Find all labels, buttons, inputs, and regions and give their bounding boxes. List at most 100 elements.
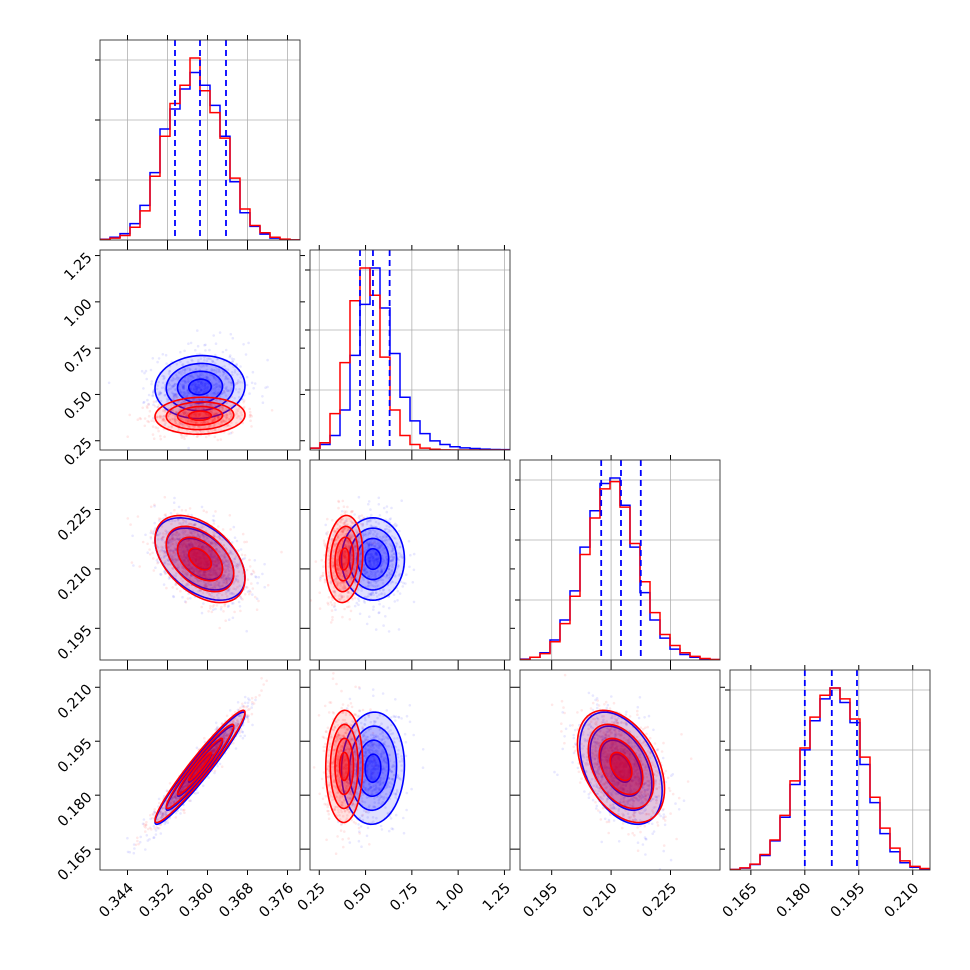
contour-red-3-0-0	[187, 751, 213, 782]
panel-2-2	[515, 455, 721, 665]
x-tick-label-1-0: 0.25	[295, 880, 329, 914]
contour-blue-3-2-1	[599, 739, 643, 798]
density-fill-blue-3-1-1	[357, 740, 389, 797]
x-tick-label-0-0: 0.344	[96, 880, 137, 921]
density-fill-red-2-1-1	[335, 537, 354, 581]
density-fill-blue-2-0-2	[166, 528, 234, 590]
x-tick-label-3-3: 0.210	[882, 880, 923, 921]
density-fill-red-3-2-1	[599, 738, 643, 795]
contour-red-2-1-2	[329, 525, 359, 593]
contour-red-3-0-3	[154, 709, 246, 824]
panel-3-1	[305, 665, 515, 875]
contour-red-3-0-1	[176, 737, 224, 796]
contour-blue-3-0-1	[176, 739, 224, 798]
contour-red-1-0-0	[187, 410, 213, 422]
contour-blue-3-1-0	[364, 753, 382, 784]
density-fill-red-3-1-1	[335, 738, 354, 795]
panel-2-0	[95, 455, 305, 665]
x-tick-label-1-1: 0.50	[341, 880, 375, 914]
density-fill-blue-3-1-3	[341, 712, 405, 825]
contour-blue-2-1-0	[364, 547, 382, 571]
density-fill-red-3-2-0	[610, 752, 632, 781]
density-fill-red-3-0-2	[166, 724, 234, 809]
contour-blue-3-1-1	[356, 739, 390, 798]
panel-frame-1-1	[309, 249, 511, 451]
contour-red-3-1-1	[334, 737, 355, 796]
scatter-red-3-1	[312, 672, 377, 855]
y-tick-label-2-2: 0.225	[55, 504, 96, 545]
panel-frame-2-2	[519, 459, 721, 661]
contour-red-2-1-0	[338, 547, 350, 571]
x-tick-label-0-4: 0.376	[256, 880, 297, 921]
panel-frame-2-1	[309, 459, 511, 661]
panel-1-0	[95, 245, 305, 455]
histogram-red-3	[730, 687, 930, 870]
y-tick-label-1-3: 1.00	[62, 296, 96, 330]
density-fill-blue-1-0-1	[177, 371, 223, 403]
panel-3-2	[515, 665, 725, 875]
panel-0-0	[95, 35, 301, 245]
panel-2-1	[305, 455, 515, 665]
contour-blue-2-1-3	[340, 517, 406, 602]
x-tick-label-1-4: 1.25	[480, 880, 514, 914]
density-fill-blue-2-1-0	[365, 548, 381, 570]
contour-red-2-0-0	[187, 547, 213, 571]
panel-frame-0-0	[99, 39, 301, 241]
density-fill-red-3-1-0	[339, 752, 349, 781]
x-tick-label-1-2: 0.75	[387, 880, 421, 914]
y-tick-label-1-1: 0.50	[62, 389, 96, 423]
x-tick-label-0-1: 0.352	[136, 880, 177, 921]
y-tick-label-3-1: 0.180	[55, 790, 96, 831]
y-tick-label-1-4: 1.25	[62, 250, 96, 284]
density-fill-red-1-0-1	[177, 406, 223, 425]
density-fill-red-2-0-3	[155, 515, 245, 603]
density-fill-blue-2-1-1	[357, 538, 389, 580]
contour-red-2-1-1	[334, 536, 355, 582]
x-tick-label-3-0: 0.165	[720, 880, 761, 921]
panel-1-1	[305, 245, 511, 455]
contour-blue-3-2-2	[589, 725, 653, 812]
contour-red-3-2-3	[576, 709, 666, 824]
density-fill-blue-3-0-2	[166, 726, 234, 811]
x-tick-label-2-1: 0.210	[580, 880, 621, 921]
contour-red-3-1-0	[338, 751, 350, 782]
x-tick-label-2-2: 0.225	[639, 880, 680, 921]
contour-red-3-1-3	[324, 709, 364, 824]
density-fill-red-3-2-3	[577, 710, 665, 823]
density-fill-blue-1-0-3	[155, 355, 245, 419]
contour-red-2-0-2	[165, 525, 235, 593]
panel-frame-1-0	[99, 249, 301, 451]
density-fill-blue-3-0-0	[188, 754, 212, 783]
density-fill-blue-1-0-0	[188, 379, 212, 395]
histogram-blue-3	[730, 687, 930, 870]
x-tick-label-1-3: 1.00	[434, 880, 468, 914]
x-tick-label-3-1: 0.180	[774, 880, 815, 921]
density-fill-blue-3-2-2	[590, 726, 652, 811]
x-tick-label-0-2: 0.360	[176, 880, 217, 921]
contour-red-2-1-3	[324, 514, 364, 604]
y-tick-label-3-0: 0.165	[55, 843, 96, 884]
contour-blue-1-0-1	[176, 370, 224, 404]
y-tick-label-1-2: 0.75	[62, 342, 96, 376]
contour-red-2-0-1	[176, 536, 224, 582]
density-fill-red-3-2-2	[588, 724, 654, 809]
contour-red-2-0-3	[154, 514, 246, 604]
density-fill-red-2-1-0	[339, 548, 349, 570]
contour-red-1-0-3	[154, 396, 246, 436]
contour-blue-3-0-0	[187, 753, 213, 784]
panel-frame-3-0	[99, 669, 301, 871]
density-fill-blue-3-2-3	[579, 712, 663, 825]
density-fill-blue-3-2-1	[600, 740, 642, 797]
scatter-blue-1-0	[107, 329, 269, 450]
contour-red-3-0-2	[165, 723, 235, 810]
y-tick-label-2-1: 0.210	[55, 563, 96, 604]
contour-blue-1-0-2	[165, 362, 235, 412]
y-tick-label-3-2: 0.195	[55, 736, 96, 777]
density-fill-blue-2-0-3	[155, 517, 245, 601]
contour-red-3-1-2	[329, 723, 359, 810]
density-fill-blue-3-1-0	[365, 754, 381, 783]
x-tick-label-3-2: 0.195	[828, 880, 869, 921]
density-fill-red-3-0-0	[188, 752, 212, 781]
panel-frame-2-0	[99, 459, 301, 661]
